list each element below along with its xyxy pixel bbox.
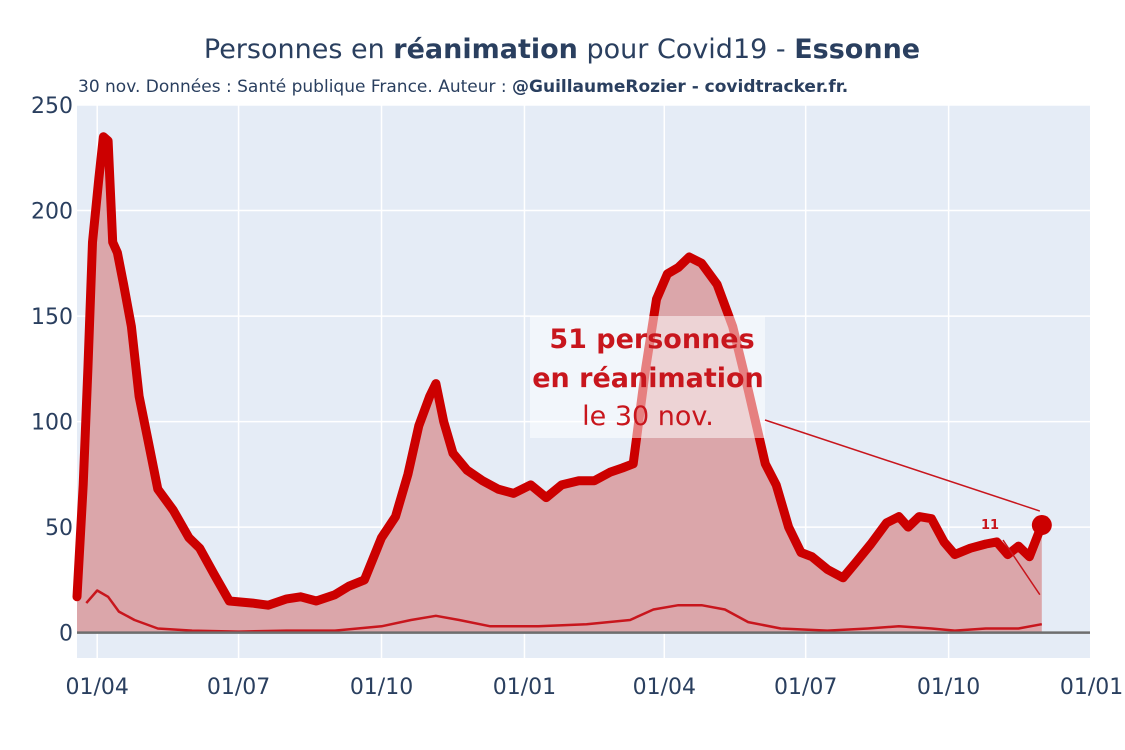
subtitle-part-2: @GuillaumeRozier - covidtracker.fr. [512, 77, 848, 97]
x-tick-6: 01/10 [917, 675, 980, 700]
x-tick-labels: 01/04 01/07 01/10 01/01 01/04 01/07 01/10 01/01 [65, 675, 1123, 700]
y-tick-labels: 0 50 100 150 200 250 [31, 94, 73, 647]
secondary-annotation-arrow [1002, 539, 1041, 596]
last-value-marker [1031, 515, 1052, 536]
y-tick-0: 0 [59, 622, 73, 647]
title-part-1: Personnes en [204, 34, 393, 65]
y-tick-200: 200 [31, 200, 73, 225]
admissions-line [85, 589, 1043, 633]
chart-title: Personnes en réanimation pour Covid19 - … [204, 34, 920, 65]
y-tick-100: 100 [31, 411, 73, 436]
y-tick-50: 50 [45, 516, 73, 541]
reanimations-line [72, 132, 1047, 610]
secondary-annotation-label: 11 [981, 518, 999, 533]
annotation-box [530, 316, 765, 438]
x-tick-5: 01/07 [774, 675, 837, 700]
x-tick-1: 01/07 [207, 675, 270, 700]
x-tick-7: 01/01 [1060, 675, 1123, 700]
title-part-2: réanimation [393, 34, 578, 65]
annotation-arrow [764, 419, 1041, 512]
x-tick-0: 01/04 [65, 675, 128, 700]
x-tick-2: 01/10 [350, 675, 413, 700]
subtitle-part-1: 30 nov. Données : Santé publique France.… [78, 77, 512, 97]
x-tick-3: 01/01 [493, 675, 556, 700]
x-tick-4: 01/04 [633, 675, 696, 700]
reanimations-area [77, 136, 1042, 633]
y-tick-150: 150 [31, 305, 73, 330]
annotation-line-1: 51 personnes [549, 324, 754, 355]
chart-subtitle: 30 nov. Données : Santé publique France.… [78, 77, 848, 97]
y-tick-250: 250 [31, 94, 73, 119]
title-part-3: pour Covid19 - [578, 34, 794, 65]
title-part-4: Essonne [794, 34, 920, 65]
annotation-line-3: le 30 nov. [582, 401, 714, 432]
annotation-line-2: en réanimation [532, 363, 764, 394]
